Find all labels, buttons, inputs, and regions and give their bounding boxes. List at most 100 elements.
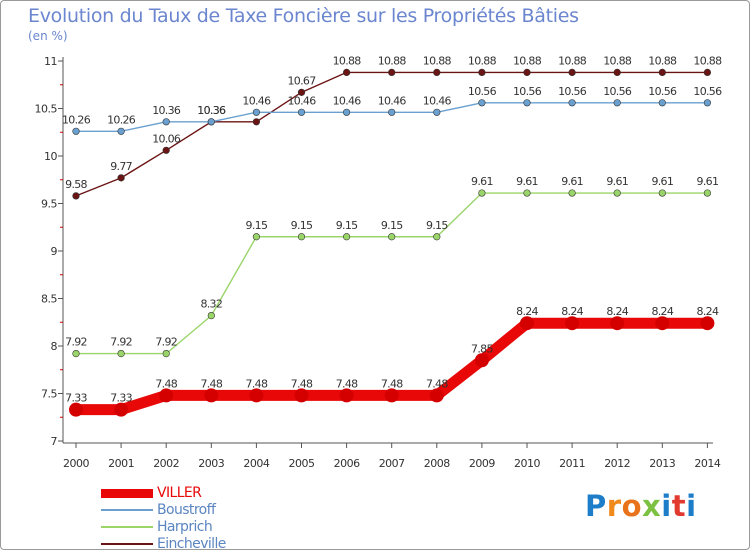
data-point [162,146,170,154]
data-label: 9.15 [291,219,313,232]
data-label: 7.48 [291,377,313,390]
data-point [294,388,309,403]
x-tick-label: 2008 [424,457,450,470]
logo-letter: r [606,489,622,523]
logo-letter: t [671,489,687,523]
data-point [520,316,534,331]
data-point [523,189,531,197]
data-label: 9.61 [606,175,628,188]
data-label: 8.24 [697,305,719,318]
data-point [159,388,174,403]
data-label: 7.92 [65,336,87,349]
data-label: 10.26 [107,113,136,126]
data-point [568,99,576,107]
data-point [703,99,712,107]
data-point [523,99,531,107]
logo-letter: o [621,489,643,523]
data-label: 7.48 [155,377,177,390]
data-point [72,350,80,358]
x-tick-label: 2006 [334,457,360,470]
data-label: 7.85 [471,342,493,355]
series-viller: 7.33 7.33 7.48 7.48 7.48 7.48 7.48 7.48 7.48 7.85… [65,305,720,417]
legend-swatch [101,526,153,528]
data-label: 9.61 [471,175,493,188]
data-label: 10.36 [152,104,181,117]
data-label: 10.46 [288,94,317,107]
data-label: 9.61 [516,175,538,188]
data-point [388,108,396,116]
data-label: 10.56 [693,85,722,98]
data-label: 10.56 [558,85,587,98]
y-tick-label: 9 [51,245,58,258]
data-point [523,68,531,76]
data-label: 7.33 [110,392,132,405]
data-label: 9.61 [697,175,719,188]
data-point [343,233,351,241]
data-point [162,350,170,358]
data-point [207,118,215,126]
data-point [204,388,219,403]
data-label: 7.48 [246,377,268,390]
data-point [343,108,351,116]
data-label: 10.67 [288,74,317,87]
data-label: 10.88 [513,54,542,67]
legend-label: VILLER [157,485,202,501]
data-label: 9.61 [651,175,673,188]
x-tick-label: 2014 [694,457,720,470]
data-point [613,99,621,107]
x-tick-label: 2001 [108,457,134,470]
x-tick-label: 2009 [469,457,495,470]
data-label: 7.92 [155,336,177,349]
data-point [297,233,306,241]
data-label: 10.56 [603,85,632,98]
legend-label: Boustroff [157,502,216,518]
data-point [252,233,260,241]
data-label: 10.36 [197,104,226,117]
data-point [703,68,712,76]
data-label: 9.58 [65,178,87,191]
data-label: 7.48 [200,377,222,390]
data-point [613,68,621,76]
data-label: 9.61 [561,175,583,188]
y-tick-label: 7.5 [41,388,57,401]
data-point [72,127,80,135]
data-label: 10.56 [648,85,677,98]
x-tick-label: 2000 [63,457,89,470]
logo-letter: P [585,489,607,523]
legend-swatch [101,509,153,511]
y-tick-label: 8.5 [41,293,57,306]
data-label: 9.15 [426,219,448,232]
data-point [388,68,396,76]
legend-label: Eincheville [157,536,226,550]
data-label: 7.48 [336,377,358,390]
data-point [610,316,625,331]
data-point [343,68,351,76]
x-tick-label: 2011 [559,457,585,470]
data-point [478,99,486,107]
series-harprich: 7.92 7.92 7.92 8.32 9.15 9.15 9.15 9.15 9.15 9.61… [65,175,719,358]
x-tick-label: 2013 [649,457,675,470]
data-point [658,99,666,107]
data-point [162,118,170,126]
data-label: 8.24 [606,305,628,318]
data-label: 7.48 [381,377,403,390]
data-label: 10.46 [242,94,271,107]
data-label: 9.15 [336,219,358,232]
data-point [117,350,125,358]
data-point [249,388,264,403]
data-point [568,189,576,197]
data-point [474,353,489,368]
y-tick-label: 10.5 [35,103,58,116]
data-point [655,316,670,331]
data-point [433,68,441,76]
legend-swatch [101,488,153,498]
data-point [613,189,621,197]
y-tick-label: 10 [44,150,57,163]
x-tick-label: 2003 [198,457,224,470]
data-point [478,189,486,197]
data-point [69,402,83,417]
y-tick-label: 7 [51,435,58,448]
data-point [658,68,666,76]
data-point [297,108,306,116]
